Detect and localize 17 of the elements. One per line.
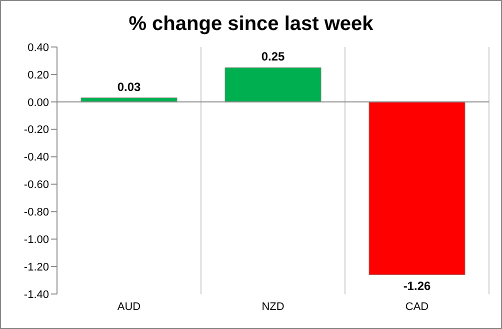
y-tick-label: -1.40 xyxy=(24,288,49,301)
chart-title: % change since last week xyxy=(128,13,374,37)
y-tick-label: -0.20 xyxy=(24,124,49,136)
y-tick-label: 0.00 xyxy=(28,96,49,109)
data-label: 0.03 xyxy=(117,80,141,94)
data-label: -1.26 xyxy=(403,278,431,293)
x-tick-label: NZD xyxy=(262,300,284,313)
y-tick-label: 0.20 xyxy=(28,69,49,82)
y-tick-label: -0.40 xyxy=(24,152,49,164)
y-tick-label: -0.60 xyxy=(24,179,49,192)
y-tick-label: 0.40 xyxy=(28,42,49,54)
x-tick-label: AUD xyxy=(117,300,141,313)
y-tick-label: -1.00 xyxy=(24,234,49,246)
y-tick-label: -0.80 xyxy=(24,206,49,219)
data-label: 0.25 xyxy=(261,50,285,64)
x-tick-label: CAD xyxy=(405,300,429,313)
y-tick-label: -1.20 xyxy=(24,261,49,274)
